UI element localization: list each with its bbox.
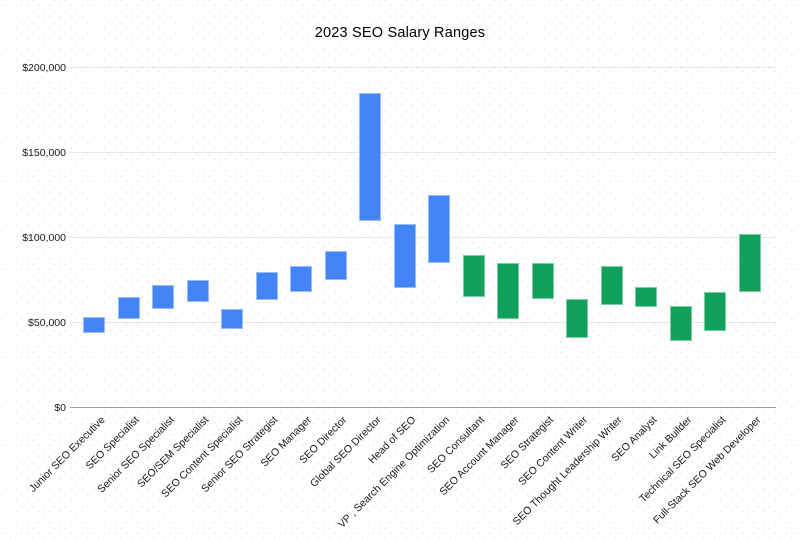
gridline-150000 bbox=[70, 152, 776, 153]
y-tick-label-200000: $200,000 bbox=[22, 61, 66, 74]
y-tick-label-0: $0 bbox=[54, 401, 66, 414]
salary-bar-head-of-seo bbox=[393, 223, 416, 289]
salary-bar-seo-content-writer bbox=[566, 298, 588, 338]
y-tick-label-100000: $100,000 bbox=[22, 231, 66, 244]
gridline-100000 bbox=[70, 237, 776, 238]
salary-bar-vp-search-engine-optimization bbox=[428, 195, 450, 263]
salary-bar-senior-seo-strategist bbox=[255, 271, 278, 301]
salary-bar-seo-specialist bbox=[117, 297, 140, 320]
gridline-200000 bbox=[70, 67, 776, 68]
x-axis-line bbox=[70, 407, 776, 408]
y-tick-label-50000: $50,000 bbox=[28, 316, 66, 329]
y-tick-label-150000: $150,000 bbox=[22, 146, 66, 159]
salary-bar-technical-seo-specialist bbox=[704, 291, 726, 331]
salary-bar-seo-sem-specialist bbox=[186, 280, 209, 303]
salary-bar-seo-manager bbox=[290, 266, 312, 292]
salary-bar-senior-seo-specialist bbox=[152, 285, 174, 309]
salary-bar-junior-seo-executive bbox=[83, 317, 105, 333]
salary-bar-seo-content-specialist bbox=[221, 308, 243, 330]
salary-bar-seo-consultant bbox=[462, 254, 485, 297]
salary-bar-seo-director bbox=[324, 251, 347, 280]
salary-bar-global-seo-director bbox=[359, 93, 381, 221]
salary-bar-seo-strategist bbox=[531, 263, 554, 299]
salary-bar-seo-thought-leadership-writer bbox=[600, 266, 623, 306]
salary-bar-full-stack-seo-web-developer bbox=[738, 234, 761, 292]
gridline-50000 bbox=[70, 322, 776, 323]
salary-bar-seo-analyst bbox=[635, 286, 657, 308]
salary-bar-seo-account-manager bbox=[497, 263, 519, 320]
salary-bar-link-builder bbox=[669, 305, 692, 342]
chart-title: 2023 SEO Salary Ranges bbox=[314, 25, 486, 41]
